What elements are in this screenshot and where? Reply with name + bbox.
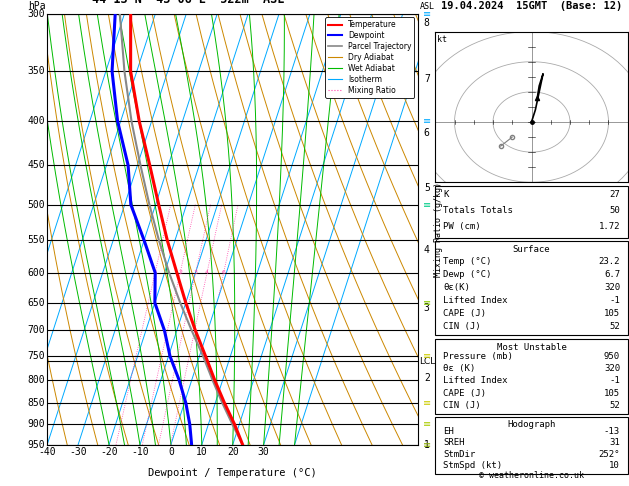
Text: 5: 5	[424, 183, 430, 193]
Text: StmDir: StmDir	[443, 450, 476, 459]
Text: kt: kt	[437, 35, 447, 44]
Text: CIN (J): CIN (J)	[443, 322, 481, 331]
Text: PW (cm): PW (cm)	[443, 223, 481, 231]
Text: 650: 650	[28, 298, 45, 308]
Text: 300: 300	[28, 9, 45, 18]
Legend: Temperature, Dewpoint, Parcel Trajectory, Dry Adiabat, Wet Adiabat, Isotherm, Mi: Temperature, Dewpoint, Parcel Trajectory…	[325, 17, 415, 98]
Text: 320: 320	[604, 364, 620, 373]
Text: -1: -1	[610, 376, 620, 385]
Text: 400: 400	[28, 116, 45, 126]
Text: 10: 10	[610, 461, 620, 470]
Text: Dewpoint / Temperature (°C): Dewpoint / Temperature (°C)	[148, 469, 317, 478]
Text: ≡: ≡	[423, 419, 431, 430]
Text: 1: 1	[424, 440, 430, 450]
Text: 27: 27	[610, 190, 620, 199]
Text: LCL: LCL	[419, 357, 435, 366]
Text: 105: 105	[604, 309, 620, 318]
Text: -40: -40	[38, 447, 56, 457]
Text: Surface: Surface	[513, 245, 550, 254]
Text: 900: 900	[28, 419, 45, 430]
Text: ≡: ≡	[423, 116, 431, 126]
Text: CAPE (J): CAPE (J)	[443, 389, 486, 398]
Text: 105: 105	[604, 389, 620, 398]
Text: 950: 950	[604, 351, 620, 361]
Text: 2: 2	[178, 270, 182, 276]
Text: 19.04.2024  15GMT  (Base: 12): 19.04.2024 15GMT (Base: 12)	[441, 1, 622, 11]
Text: 3: 3	[424, 303, 430, 313]
Text: 6: 6	[424, 128, 430, 138]
Text: EH: EH	[443, 427, 454, 435]
Text: 30: 30	[258, 447, 270, 457]
Text: Pressure (mb): Pressure (mb)	[443, 351, 513, 361]
Text: Lifted Index: Lifted Index	[443, 296, 508, 305]
Text: 2: 2	[424, 373, 430, 383]
Text: StmSpd (kt): StmSpd (kt)	[443, 461, 502, 470]
Text: 350: 350	[28, 66, 45, 76]
Text: -10: -10	[131, 447, 149, 457]
Text: 4: 4	[205, 270, 209, 276]
Text: 0: 0	[168, 447, 174, 457]
Text: km
ASL: km ASL	[420, 0, 435, 12]
Text: CAPE (J): CAPE (J)	[443, 309, 486, 318]
Text: ≡: ≡	[423, 9, 431, 18]
Text: θε (K): θε (K)	[443, 364, 476, 373]
Text: 44°13'N  43°06'E  522m  ASL: 44°13'N 43°06'E 522m ASL	[92, 0, 284, 6]
Text: -30: -30	[69, 447, 87, 457]
Text: 950: 950	[28, 440, 45, 450]
Text: 750: 750	[28, 351, 45, 361]
Text: 800: 800	[28, 375, 45, 385]
Text: 600: 600	[28, 268, 45, 278]
Text: 6.7: 6.7	[604, 270, 620, 279]
Text: Totals Totals: Totals Totals	[443, 206, 513, 215]
Text: 1: 1	[153, 270, 157, 276]
Text: 31: 31	[610, 438, 620, 447]
Text: 3: 3	[194, 270, 198, 276]
Text: © weatheronline.co.uk: © weatheronline.co.uk	[479, 470, 584, 480]
Text: ≡: ≡	[423, 440, 431, 450]
Text: 7: 7	[424, 74, 430, 84]
Text: 6: 6	[221, 270, 226, 276]
Text: -1: -1	[610, 296, 620, 305]
Text: Most Unstable: Most Unstable	[496, 343, 567, 351]
Text: -13: -13	[604, 427, 620, 435]
Text: 500: 500	[28, 200, 45, 209]
Text: ≡: ≡	[423, 398, 431, 408]
Text: 8: 8	[424, 18, 430, 29]
Text: hPa: hPa	[28, 1, 45, 12]
Text: Temp (°C): Temp (°C)	[443, 257, 491, 266]
Text: 320: 320	[604, 283, 620, 292]
Text: 1.72: 1.72	[599, 223, 620, 231]
Text: K: K	[443, 190, 448, 199]
Text: 252°: 252°	[599, 450, 620, 459]
Text: ≡: ≡	[423, 351, 431, 361]
Text: 4: 4	[424, 245, 430, 255]
Text: 23.2: 23.2	[599, 257, 620, 266]
Text: Mixing Ratio (g/kg): Mixing Ratio (g/kg)	[434, 182, 443, 277]
Text: SREH: SREH	[443, 438, 464, 447]
Text: 450: 450	[28, 160, 45, 170]
Text: CIN (J): CIN (J)	[443, 401, 481, 410]
Text: 850: 850	[28, 398, 45, 408]
Text: 20: 20	[227, 447, 238, 457]
Text: 700: 700	[28, 326, 45, 335]
Text: -20: -20	[100, 447, 118, 457]
Text: Hodograph: Hodograph	[508, 420, 555, 429]
Text: ≡: ≡	[423, 200, 431, 209]
Text: θε(K): θε(K)	[443, 283, 470, 292]
Text: 50: 50	[610, 206, 620, 215]
Text: 52: 52	[610, 401, 620, 410]
Text: Lifted Index: Lifted Index	[443, 376, 508, 385]
Text: 52: 52	[610, 322, 620, 331]
Text: 10: 10	[196, 447, 208, 457]
Text: ≡: ≡	[423, 298, 431, 308]
Text: Dewp (°C): Dewp (°C)	[443, 270, 491, 279]
Text: 550: 550	[28, 235, 45, 245]
